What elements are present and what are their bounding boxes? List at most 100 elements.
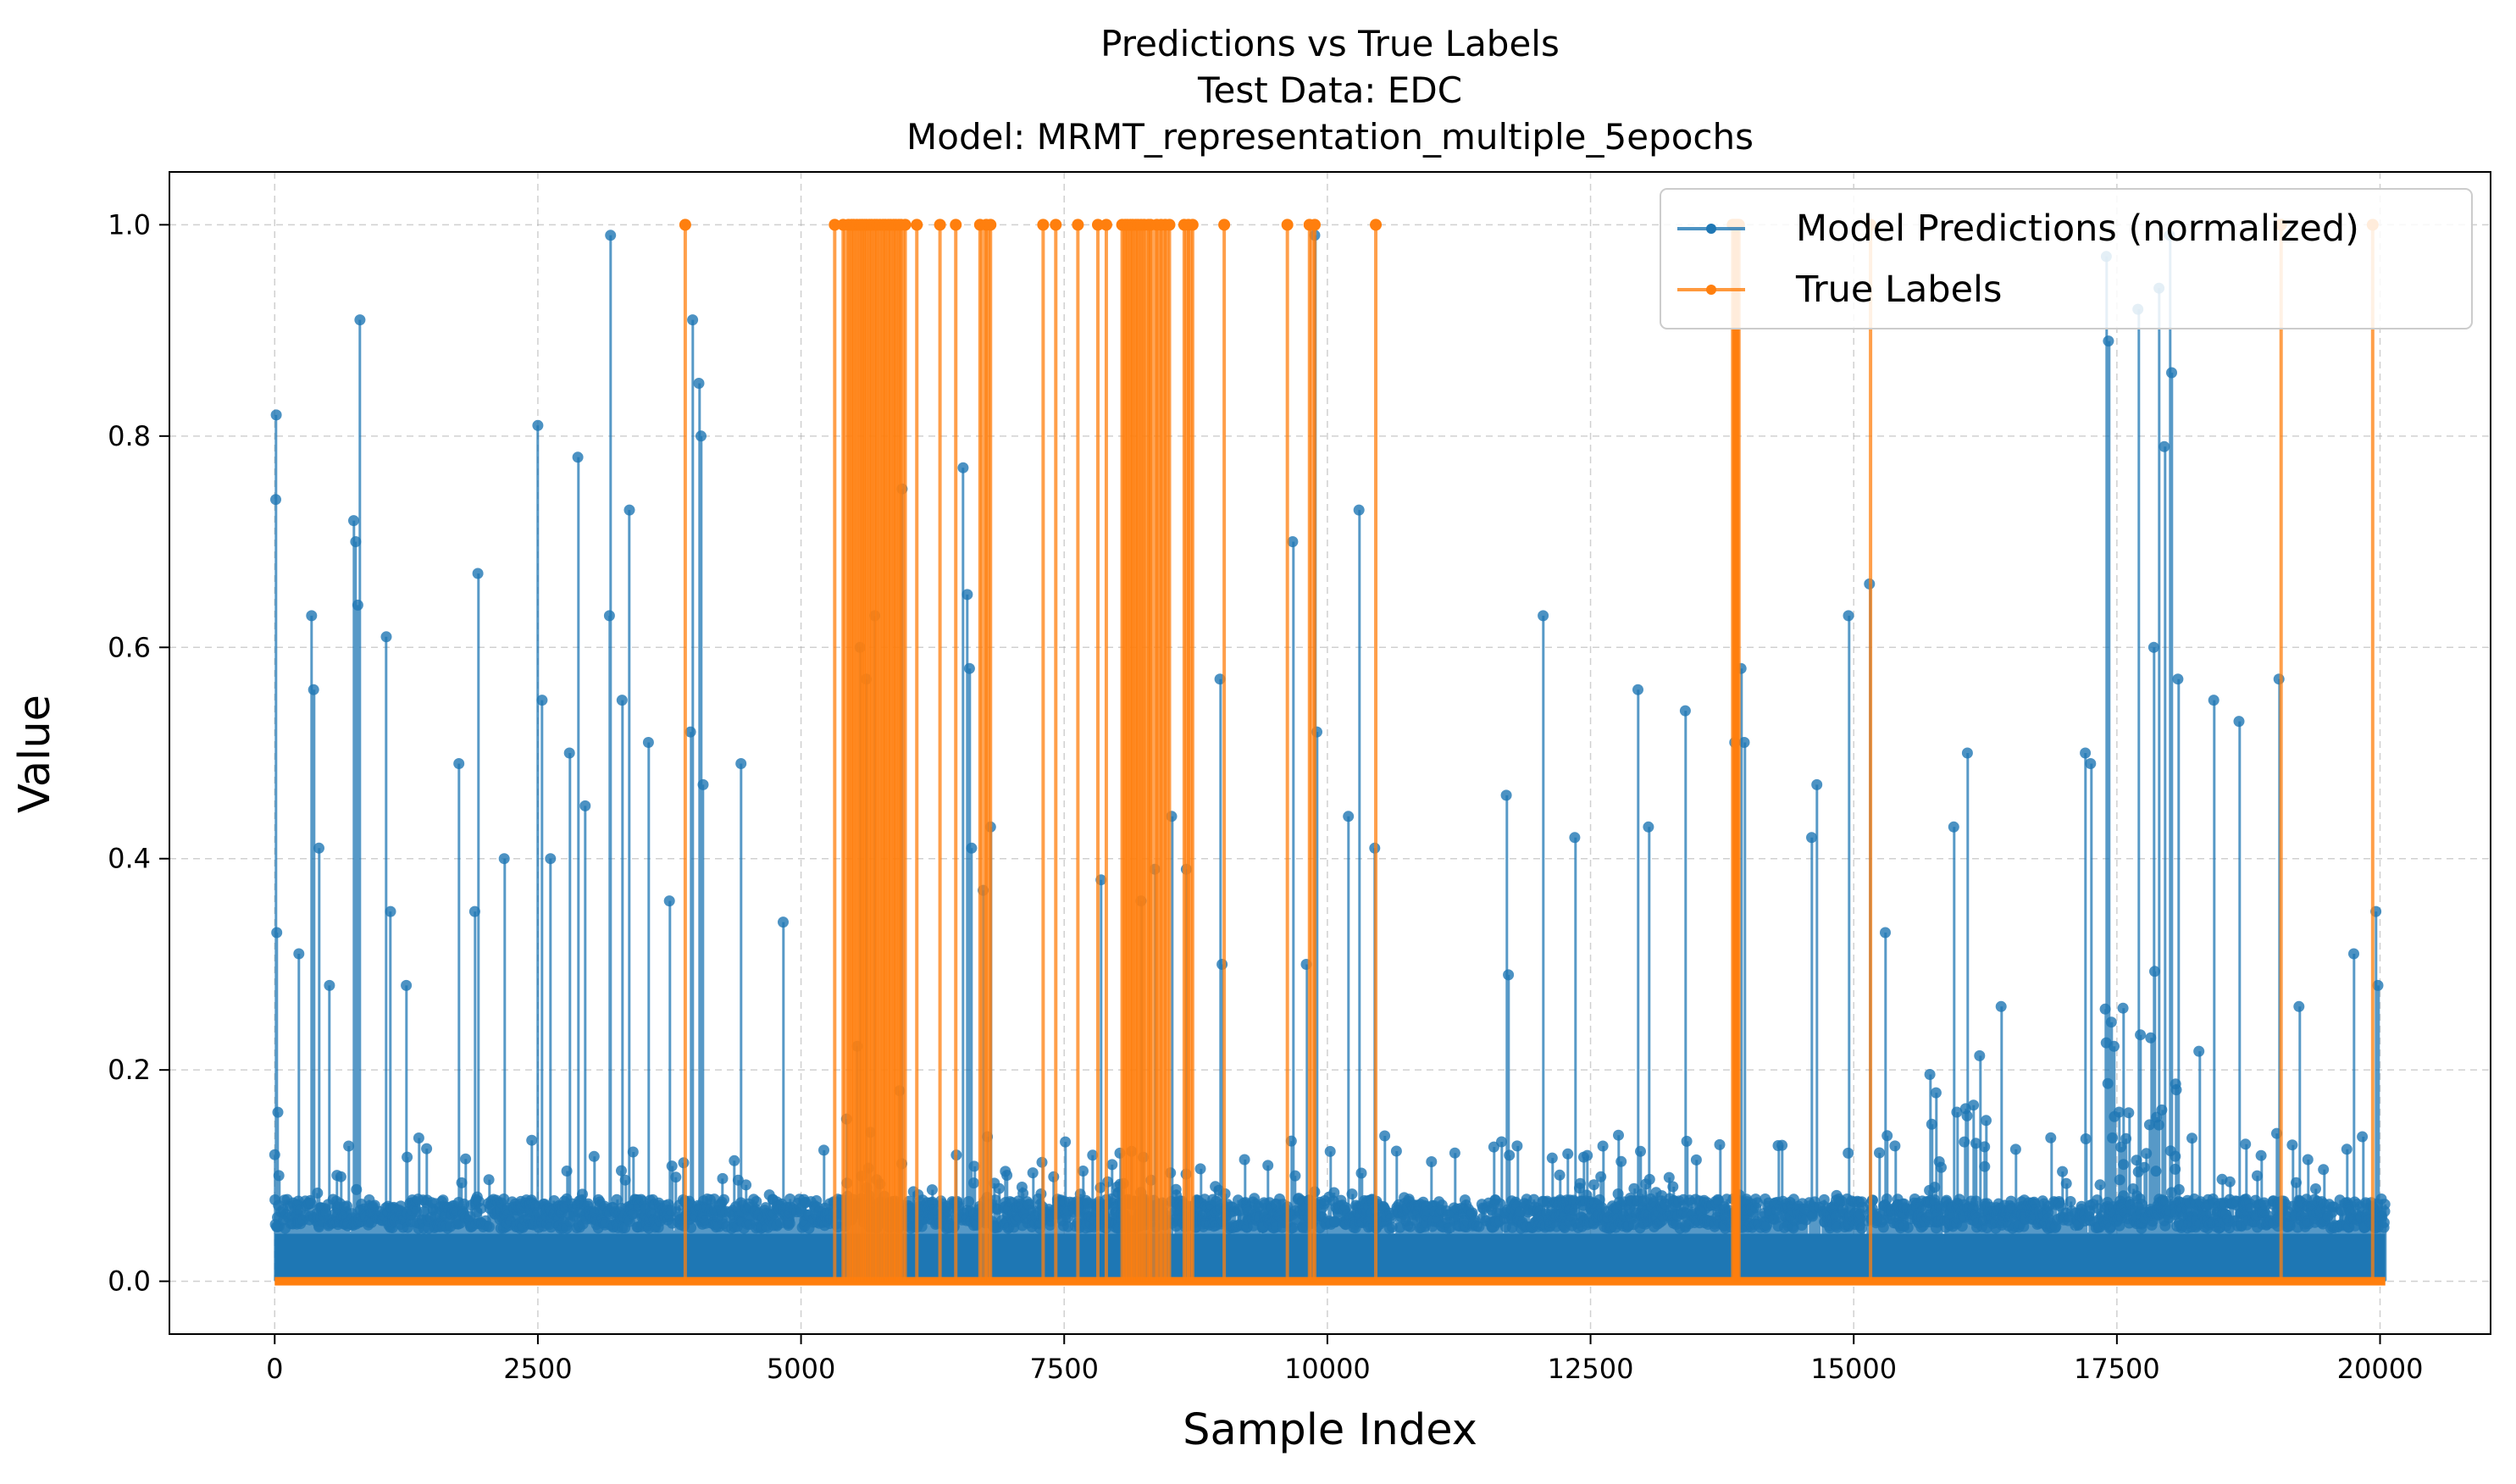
- prediction-point: [740, 1179, 752, 1191]
- true-label-run: [893, 224, 896, 1282]
- true-label-run: [1165, 224, 1170, 1282]
- prediction-point: [687, 314, 699, 326]
- prediction-point: [2252, 1170, 2263, 1182]
- prediction-point: [2273, 673, 2285, 685]
- prediction-point: [1981, 1115, 1992, 1127]
- prediction-point: [1287, 1221, 1299, 1233]
- prediction-point: [2186, 1132, 2197, 1144]
- prediction-point: [1503, 969, 1515, 981]
- prediction-point: [1948, 821, 1959, 833]
- prediction-point: [1867, 1194, 1878, 1206]
- y-tick-label: 0.0: [108, 1265, 151, 1298]
- prediction-point: [293, 948, 305, 960]
- prediction-point: [1328, 1187, 1340, 1199]
- prediction-point: [2135, 1029, 2147, 1041]
- true-label-point: [899, 219, 912, 231]
- prediction-point: [1355, 1167, 1367, 1179]
- prediction-point: [1632, 684, 1643, 695]
- true-label-run: [895, 224, 900, 1282]
- prediction-point: [693, 378, 705, 389]
- prediction-point: [2092, 1194, 2103, 1206]
- prediction-point: [1956, 1221, 1968, 1232]
- true-label-run: [1138, 224, 1141, 1282]
- prediction-point: [1643, 821, 1654, 833]
- prediction-point: [2372, 979, 2384, 991]
- prediction-point: [2080, 1133, 2092, 1144]
- prediction-point: [1449, 1147, 1460, 1159]
- true-label-point: [1050, 219, 1062, 231]
- prediction-point: [456, 1177, 468, 1188]
- true-label-run: [843, 224, 849, 1282]
- prediction-point: [1106, 1159, 1118, 1171]
- prediction-point: [270, 494, 281, 506]
- prediction-point: [1811, 778, 1823, 790]
- prediction-point: [402, 1151, 413, 1163]
- prediction-point: [269, 1149, 280, 1160]
- prediction-point: [2115, 1141, 2127, 1153]
- true-label-run: [860, 224, 862, 1282]
- prediction-point: [1239, 1154, 1250, 1166]
- prediction-point: [2105, 1016, 2117, 1028]
- true-label-point: [829, 219, 841, 231]
- prediction-point: [1961, 1110, 1973, 1121]
- prediction-point: [335, 1171, 346, 1182]
- true-label-point: [679, 219, 691, 231]
- prediction-point: [2172, 673, 2184, 685]
- prediction-point: [413, 1132, 424, 1143]
- prediction-point: [1426, 1156, 1438, 1167]
- prediction-point: [1262, 1160, 1274, 1171]
- prediction-point: [2224, 1176, 2236, 1188]
- prediction-point: [697, 778, 709, 790]
- true-label-run: [871, 224, 875, 1282]
- prediction-point: [1714, 1138, 1726, 1150]
- prediction-point: [1929, 1182, 1941, 1193]
- prediction-point: [1979, 1141, 1991, 1153]
- prediction-point: [2147, 641, 2159, 653]
- x-tick-label: 20000: [2337, 1353, 2424, 1385]
- x-axis: 0 2500 5000 7500 10000 12500 15000 17500 20000: [266, 1334, 2423, 1385]
- prediction-point: [2302, 1154, 2314, 1166]
- prediction-point: [343, 1140, 355, 1152]
- legend-marker-true-labels: [1706, 285, 1716, 295]
- prediction-point: [1597, 1140, 1609, 1152]
- prediction-point: [1970, 1195, 1982, 1207]
- prediction-point: [498, 1193, 510, 1204]
- prediction-point: [1843, 1147, 1854, 1159]
- true-label-run: [1734, 224, 1737, 1282]
- prediction-point: [1961, 747, 1973, 759]
- prediction-point: [563, 747, 575, 759]
- prediction-point: [483, 1221, 495, 1232]
- prediction-point: [498, 853, 510, 865]
- prediction-point: [352, 599, 363, 611]
- true-label-run: [1135, 224, 1139, 1282]
- prediction-point: [1926, 1118, 1937, 1130]
- prediction-point: [453, 758, 465, 769]
- prediction-point: [561, 1166, 573, 1177]
- prediction-point: [2286, 1139, 2298, 1151]
- prediction-point: [2193, 1045, 2205, 1057]
- prediction-point: [1511, 1140, 1523, 1152]
- prediction-point: [1663, 1171, 1675, 1183]
- prediction-point: [2150, 1166, 2162, 1177]
- true-label-run: [1127, 224, 1131, 1282]
- prediction-point: [1690, 1154, 1702, 1166]
- prediction-point: [545, 853, 557, 865]
- x-tick-label: 17500: [2074, 1353, 2160, 1385]
- true-label-point: [1186, 219, 1199, 231]
- prediction-point: [1951, 1106, 1963, 1118]
- prediction-point: [1612, 1188, 1624, 1199]
- y-tick-label: 0.4: [108, 843, 151, 875]
- plot-background: [169, 172, 2491, 1334]
- prediction-point: [1390, 1145, 1402, 1157]
- prediction-point: [2233, 716, 2245, 728]
- prediction-point: [1001, 1170, 1013, 1181]
- prediction-point: [2102, 1077, 2114, 1089]
- true-label-point: [1100, 219, 1112, 231]
- prediction-point: [1569, 832, 1581, 844]
- prediction-point: [270, 409, 282, 421]
- prediction-point: [1346, 1188, 1358, 1200]
- prediction-point: [778, 916, 789, 928]
- prediction-point: [271, 927, 283, 939]
- true-label-run: [1125, 224, 1128, 1282]
- x-tick-label: 2500: [503, 1353, 572, 1385]
